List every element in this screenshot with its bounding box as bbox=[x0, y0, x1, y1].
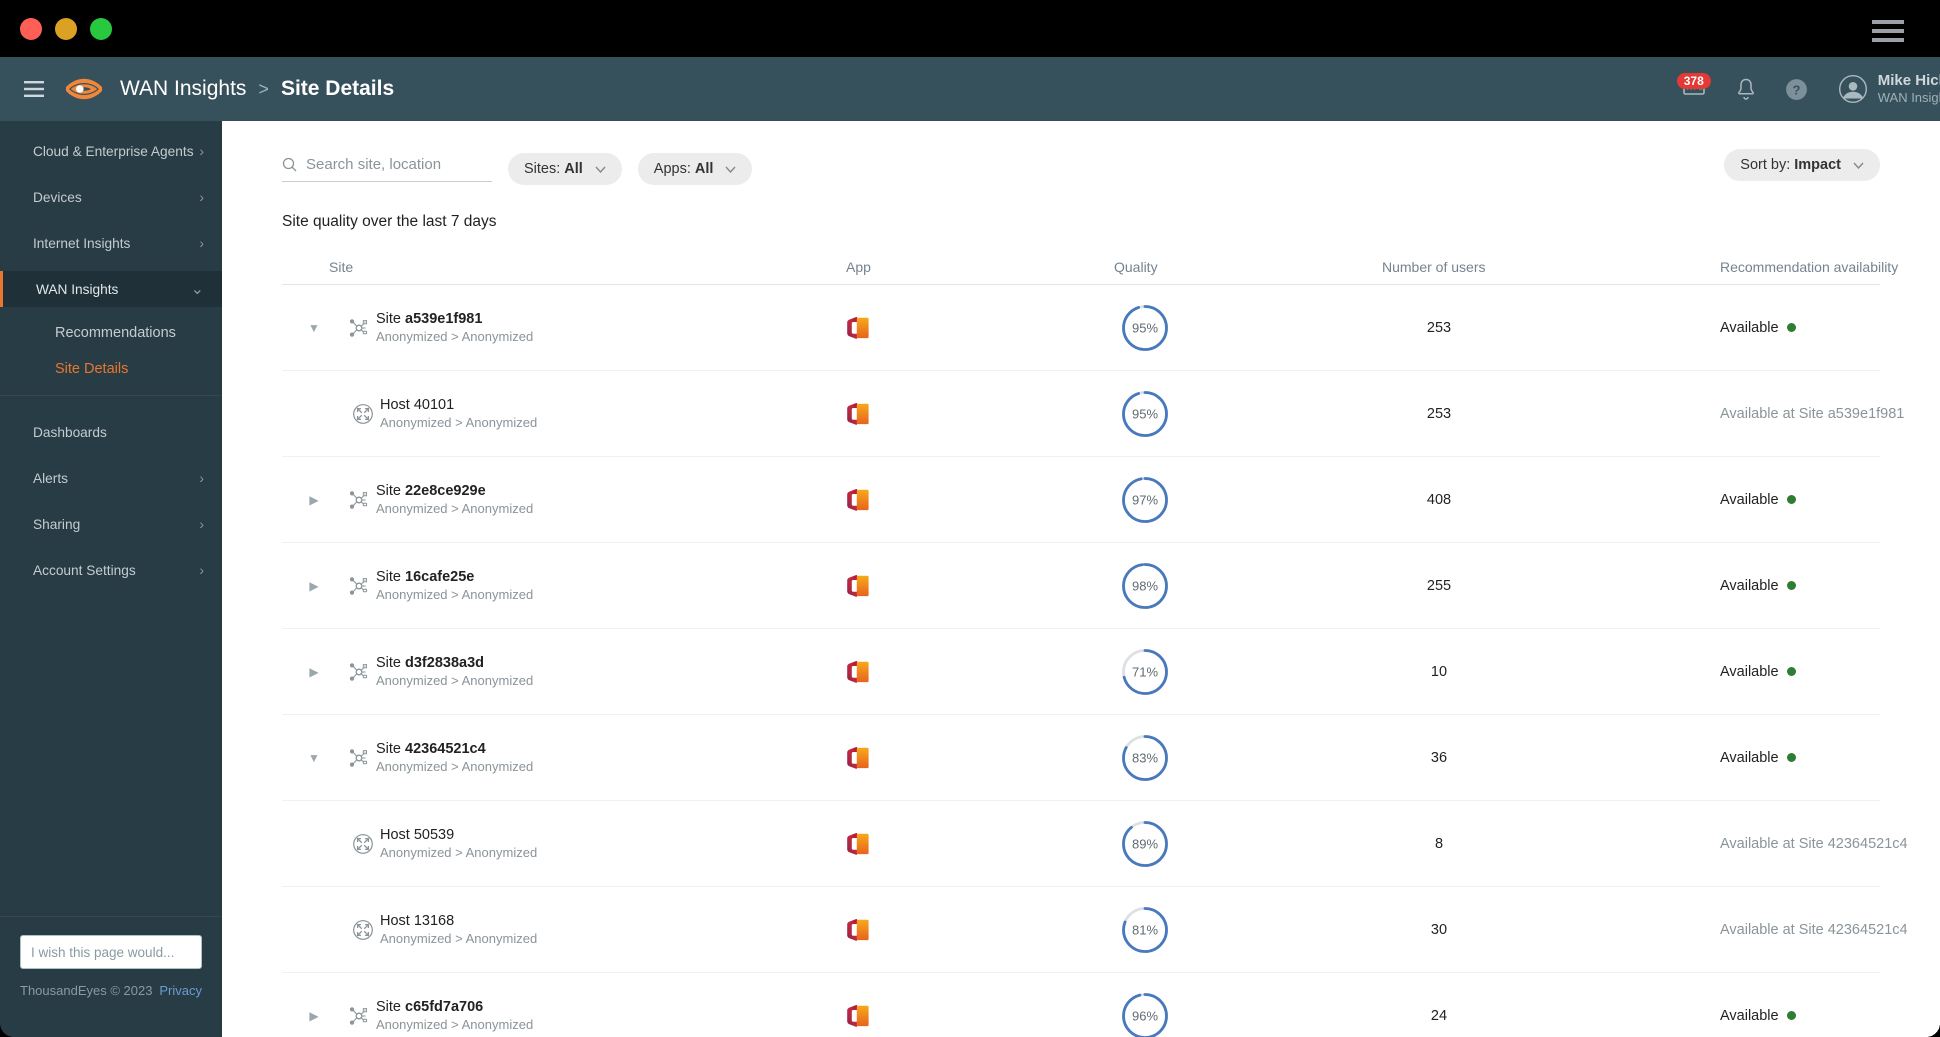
svg-text:89%: 89% bbox=[1132, 836, 1158, 851]
svg-text:71%: 71% bbox=[1132, 664, 1158, 679]
svg-text:96%: 96% bbox=[1132, 1008, 1158, 1023]
svg-text:95%: 95% bbox=[1132, 320, 1158, 335]
svg-text:95%: 95% bbox=[1132, 406, 1158, 421]
svg-text:?: ? bbox=[1792, 82, 1800, 97]
svg-text:81%: 81% bbox=[1132, 922, 1158, 937]
svg-text:83%: 83% bbox=[1132, 750, 1158, 765]
svg-text:97%: 97% bbox=[1132, 492, 1158, 507]
svg-text:98%: 98% bbox=[1132, 578, 1158, 593]
